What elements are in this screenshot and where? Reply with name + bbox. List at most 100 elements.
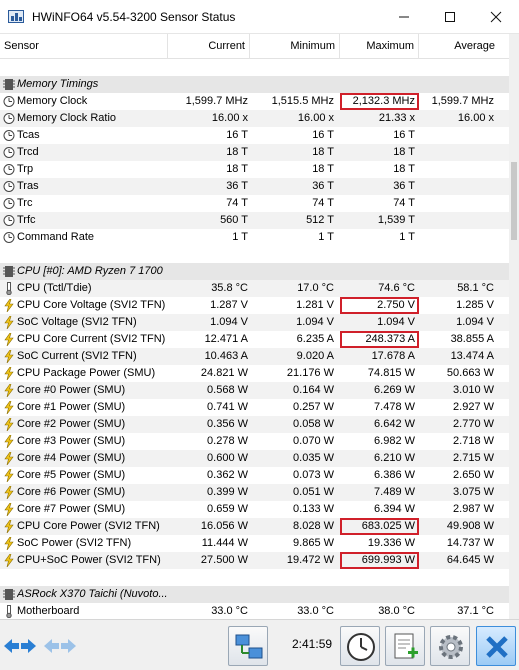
average-value xyxy=(419,161,496,178)
bottom-toolbar: 2:41:59 xyxy=(0,619,519,670)
current-value: 18 T xyxy=(226,163,248,175)
sensor-row[interactable]: SoC Current (SVI2 TFN) 10.463 A 9.020 A 17.… xyxy=(0,348,509,365)
sensor-group-header[interactable]: CPU [#0]: AMD Ryzen 7 1700 xyxy=(0,263,509,280)
sensor-group-name: CPU [#0]: AMD Ryzen 7 1700 xyxy=(17,265,163,277)
reset-timer-button[interactable] xyxy=(340,626,380,666)
minimize-button[interactable] xyxy=(381,0,427,34)
minimum-value: 8.028 W xyxy=(293,520,334,532)
sensor-row[interactable]: Trcd 18 T 18 T 18 T xyxy=(0,144,509,161)
navigate-left-right-button[interactable] xyxy=(3,634,37,658)
current-value: 1.094 V xyxy=(210,316,248,328)
close-icon xyxy=(486,636,508,658)
average-value: 16.00 x xyxy=(457,112,494,124)
maximum-value: 38.0 °C xyxy=(378,605,415,617)
sensor-name: CPU (Tctl/Tdie) xyxy=(17,282,92,294)
sensor-row[interactable]: Tras 36 T 36 T 36 T xyxy=(0,178,509,195)
sensor-row[interactable]: Trp 18 T 18 T 18 T xyxy=(0,161,509,178)
average-value: 13.474 A xyxy=(450,350,494,362)
column-header-current[interactable]: Current xyxy=(168,34,250,59)
sensor-row[interactable]: Core #0 Power (SMU) 0.568 W 0.164 W 6.269 W… xyxy=(0,382,509,399)
maximum-value: 18 T xyxy=(393,146,415,158)
sensor-name: Trfc xyxy=(17,214,36,226)
sensor-row[interactable]: Trc 74 T 74 T 74 T xyxy=(0,195,509,212)
average-value: 50.663 W xyxy=(446,367,494,379)
column-header-sensor[interactable]: Sensor xyxy=(0,34,168,59)
sensor-row[interactable]: Command Rate 1 T 1 T 1 T xyxy=(0,229,509,246)
sensor-group-header[interactable]: Memory Timings xyxy=(0,76,509,93)
sensor-name: Core #3 Power (SMU) xyxy=(17,435,126,447)
sensor-row[interactable]: Core #5 Power (SMU) 0.362 W 0.073 W 6.386 W… xyxy=(0,467,509,484)
maximum-value: 74.6 °C xyxy=(378,282,415,294)
sensor-group-header[interactable]: ASRock X370 Taichi (Nuvoto... xyxy=(0,586,509,603)
current-value: 74 T xyxy=(226,197,248,209)
current-value: 16.00 x xyxy=(211,112,248,124)
title-bar: HWiNFO64 v5.54-3200 Sensor Status xyxy=(0,0,519,34)
window-title: HWiNFO64 v5.54-3200 Sensor Status xyxy=(32,10,236,24)
minimum-value: 0.073 W xyxy=(293,469,334,481)
sensor-name: Core #0 Power (SMU) xyxy=(17,384,126,396)
sensor-row[interactable]: Core #6 Power (SMU) 0.399 W 0.051 W 7.489 W… xyxy=(0,484,509,501)
sensor-name: Command Rate xyxy=(17,231,95,243)
sensor-row[interactable]: Core #3 Power (SMU) 0.278 W 0.070 W 6.982 W… xyxy=(0,433,509,450)
maximize-icon xyxy=(445,12,455,22)
logging-button[interactable] xyxy=(385,626,425,666)
sensor-row[interactable]: CPU Core Current (SVI2 TFN) 12.471 A 6.235… xyxy=(0,331,509,348)
bolt-icon xyxy=(4,418,14,431)
sensor-row[interactable]: Core #2 Power (SMU) 0.356 W 0.058 W 6.642 W… xyxy=(0,416,509,433)
separator-row xyxy=(0,246,509,263)
sensor-name: Core #5 Power (SMU) xyxy=(17,469,126,481)
column-header-maximum[interactable]: Maximum xyxy=(340,34,419,59)
clock-icon xyxy=(3,113,15,124)
sensor-name: CPU Core Current (SVI2 TFN) xyxy=(17,333,166,345)
sensor-row[interactable]: Memory Clock 1,599.7 MHz 1,515.5 MHz 2,132.… xyxy=(0,93,509,110)
network-button[interactable] xyxy=(228,626,268,666)
sensor-row[interactable]: Tcas 16 T 16 T 16 T xyxy=(0,127,509,144)
sensor-row[interactable]: Trfc 560 T 512 T 1,539 T xyxy=(0,212,509,229)
sensor-row[interactable]: Motherboard 33.0 °C 33.0 °C 38.0 °C 37.1 °C xyxy=(0,603,509,619)
close-window-button[interactable] xyxy=(473,0,519,34)
sensor-row[interactable]: Core #7 Power (SMU) 0.659 W 0.133 W 6.394 W… xyxy=(0,501,509,518)
sensor-row[interactable]: CPU Core Voltage (SVI2 TFN) 1.287 V 1.281 … xyxy=(0,297,509,314)
minimum-value: 1.094 V xyxy=(296,316,334,328)
memory-chip-icon xyxy=(3,589,15,600)
clock-icon xyxy=(3,181,15,192)
sensor-row[interactable]: CPU Package Power (SMU) 24.821 W 21.176 W 7… xyxy=(0,365,509,382)
separator-row xyxy=(0,59,509,76)
maximum-value: 6.269 W xyxy=(374,384,415,396)
settings-button[interactable] xyxy=(430,626,470,666)
clock-icon xyxy=(3,130,15,141)
navigate-sensors-button[interactable] xyxy=(43,634,77,658)
close-sensors-button[interactable] xyxy=(476,626,516,666)
average-value: 2.715 W xyxy=(453,452,494,464)
sensor-row[interactable]: Core #1 Power (SMU) 0.741 W 0.257 W 7.478 W… xyxy=(0,399,509,416)
average-value: 2.718 W xyxy=(453,435,494,447)
sensor-name: Tras xyxy=(17,180,39,192)
column-header-average[interactable]: Average xyxy=(454,40,495,52)
bolt-icon xyxy=(4,401,14,414)
sensor-row[interactable]: CPU+SoC Power (SVI2 TFN) 27.500 W 19.472 W… xyxy=(0,552,509,569)
sensor-row[interactable]: Memory Clock Ratio 16.00 x 16.00 x 21.33 x 1… xyxy=(0,110,509,127)
sensor-row[interactable]: CPU (Tctl/Tdie) 35.8 °C 17.0 °C 74.6 °C 58.1… xyxy=(0,280,509,297)
separator-row xyxy=(0,569,509,586)
maximize-button[interactable] xyxy=(427,0,473,34)
maximum-value: 6.394 W xyxy=(374,503,415,515)
sensor-row[interactable]: CPU Core Power (SVI2 TFN) 16.056 W 8.028 W… xyxy=(0,518,509,535)
sensor-row[interactable]: SoC Power (SVI2 TFN) 11.444 W 9.865 W 19.33… xyxy=(0,535,509,552)
maximum-value: 699.993 W xyxy=(340,552,419,569)
maximum-value: 21.33 x xyxy=(378,112,415,124)
current-value: 10.463 A xyxy=(204,350,248,362)
column-header-minimum[interactable]: Minimum xyxy=(250,34,340,59)
bolt-icon xyxy=(4,435,14,448)
bolt-icon xyxy=(4,503,14,516)
current-value: 0.568 W xyxy=(207,384,248,396)
clock-icon xyxy=(3,164,15,175)
double-arrow-icon xyxy=(4,639,36,653)
scrollbar-thumb[interactable] xyxy=(511,162,517,240)
vertical-scrollbar[interactable] xyxy=(509,34,519,619)
sensor-row[interactable]: Core #4 Power (SMU) 0.600 W 0.035 W 6.210 W… xyxy=(0,450,509,467)
network-computers-icon xyxy=(235,634,263,659)
sensor-name: Core #1 Power (SMU) xyxy=(17,401,126,413)
average-value xyxy=(419,195,496,212)
sensor-row[interactable]: SoC Voltage (SVI2 TFN) 1.094 V 1.094 V 1.09… xyxy=(0,314,509,331)
average-value: 64.645 W xyxy=(446,554,494,566)
